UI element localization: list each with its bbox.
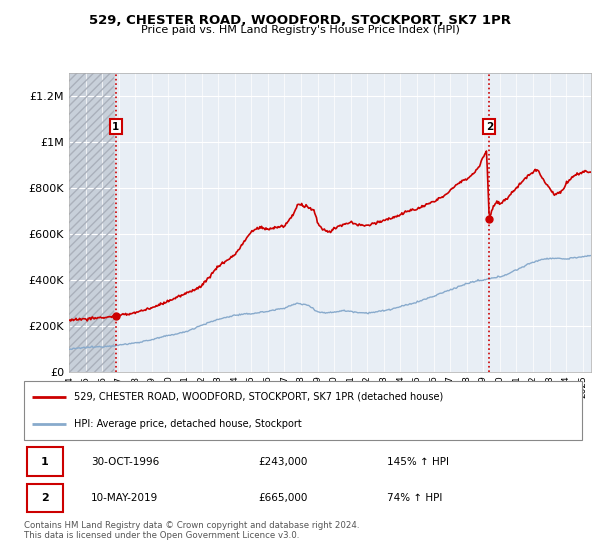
Text: 1: 1 (112, 122, 119, 132)
FancyBboxPatch shape (27, 447, 63, 476)
Text: 74% ↑ HPI: 74% ↑ HPI (387, 493, 442, 503)
Text: Contains HM Land Registry data © Crown copyright and database right 2024.
This d: Contains HM Land Registry data © Crown c… (24, 521, 359, 540)
Text: 30-OCT-1996: 30-OCT-1996 (91, 457, 159, 466)
Text: £665,000: £665,000 (259, 493, 308, 503)
Text: Price paid vs. HM Land Registry's House Price Index (HPI): Price paid vs. HM Land Registry's House … (140, 25, 460, 35)
FancyBboxPatch shape (24, 381, 582, 440)
Bar (69, 73, 114, 372)
FancyBboxPatch shape (27, 484, 63, 512)
Text: 10-MAY-2019: 10-MAY-2019 (91, 493, 158, 503)
Text: 1: 1 (41, 457, 49, 466)
Text: HPI: Average price, detached house, Stockport: HPI: Average price, detached house, Stoc… (74, 419, 302, 429)
Text: 529, CHESTER ROAD, WOODFORD, STOCKPORT, SK7 1PR: 529, CHESTER ROAD, WOODFORD, STOCKPORT, … (89, 14, 511, 27)
Text: 2: 2 (41, 493, 49, 503)
Text: 529, CHESTER ROAD, WOODFORD, STOCKPORT, SK7 1PR (detached house): 529, CHESTER ROAD, WOODFORD, STOCKPORT, … (74, 391, 443, 402)
Text: £243,000: £243,000 (259, 457, 308, 466)
Bar (69, 73, 114, 372)
Text: 2: 2 (485, 122, 493, 132)
Text: 145% ↑ HPI: 145% ↑ HPI (387, 457, 449, 466)
